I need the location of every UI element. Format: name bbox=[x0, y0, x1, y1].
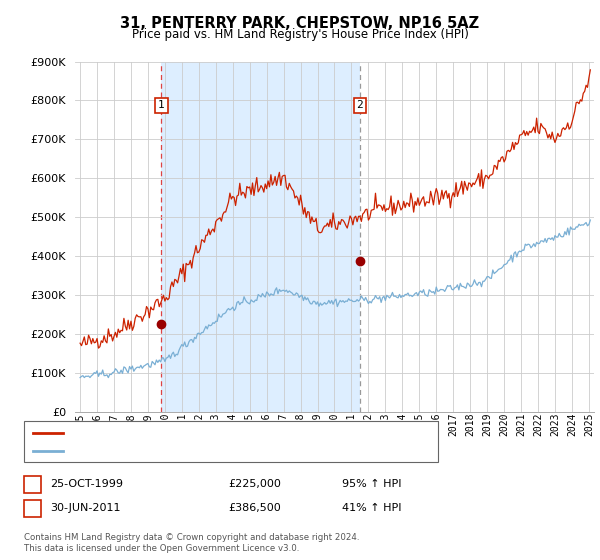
Text: Contains HM Land Registry data © Crown copyright and database right 2024.
This d: Contains HM Land Registry data © Crown c… bbox=[24, 533, 359, 553]
Text: 2: 2 bbox=[29, 503, 36, 514]
Text: 31, PENTERRY PARK, CHEPSTOW, NP16 5AZ (detached house): 31, PENTERRY PARK, CHEPSTOW, NP16 5AZ (d… bbox=[69, 428, 391, 437]
Text: 41% ↑ HPI: 41% ↑ HPI bbox=[342, 503, 401, 514]
Bar bbox=[161, 62, 360, 412]
Text: 31, PENTERRY PARK, CHEPSTOW, NP16 5AZ: 31, PENTERRY PARK, CHEPSTOW, NP16 5AZ bbox=[121, 16, 479, 31]
Text: £225,000: £225,000 bbox=[228, 479, 281, 489]
Text: 1: 1 bbox=[158, 100, 165, 110]
Text: HPI: Average price, detached house, Monmouthshire: HPI: Average price, detached house, Monm… bbox=[69, 446, 343, 455]
Text: 1: 1 bbox=[29, 479, 36, 489]
Text: 25-OCT-1999: 25-OCT-1999 bbox=[50, 479, 123, 489]
Text: £386,500: £386,500 bbox=[228, 503, 281, 514]
Text: Price paid vs. HM Land Registry's House Price Index (HPI): Price paid vs. HM Land Registry's House … bbox=[131, 28, 469, 41]
Text: 95% ↑ HPI: 95% ↑ HPI bbox=[342, 479, 401, 489]
Text: 2: 2 bbox=[356, 100, 364, 110]
Text: 30-JUN-2011: 30-JUN-2011 bbox=[50, 503, 121, 514]
